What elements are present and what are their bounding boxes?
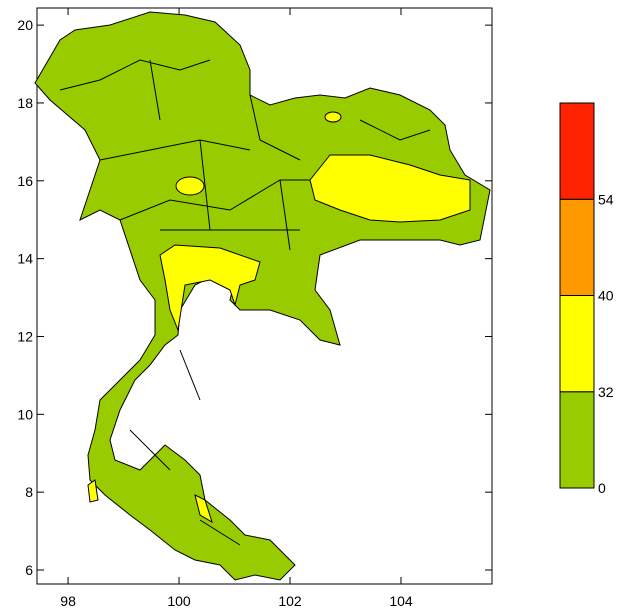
y-tick-label: 12 [17,328,33,344]
colorbar-label: 54 [598,191,614,207]
y-tick-label: 10 [17,406,33,422]
colorbar-band [559,391,595,489]
x-tick-label: 104 [389,593,413,609]
colorbar-label: 32 [598,384,614,400]
colorbar-band [559,295,595,393]
y-tick-label: 6 [25,562,33,578]
y-tick-label: 16 [17,173,33,189]
x-tick-label: 100 [167,593,191,609]
colorbar-label: 40 [598,288,614,304]
y-tick-label: 14 [17,251,33,267]
colorbar: 0 32 40 54 [559,102,614,496]
x-tick-label: 102 [278,593,302,609]
colorbar-band [559,102,595,200]
colorbar-band [559,198,595,296]
y-tick-label: 18 [17,95,33,111]
colorbar-label: 0 [598,480,606,496]
country-shape [34,11,491,581]
y-tick-label: 8 [25,484,33,500]
x-tick-label: 98 [60,593,76,609]
axes: 98 100 102 104 6 8 10 12 14 16 18 20 [17,8,492,609]
y-tick-label: 20 [17,17,33,33]
